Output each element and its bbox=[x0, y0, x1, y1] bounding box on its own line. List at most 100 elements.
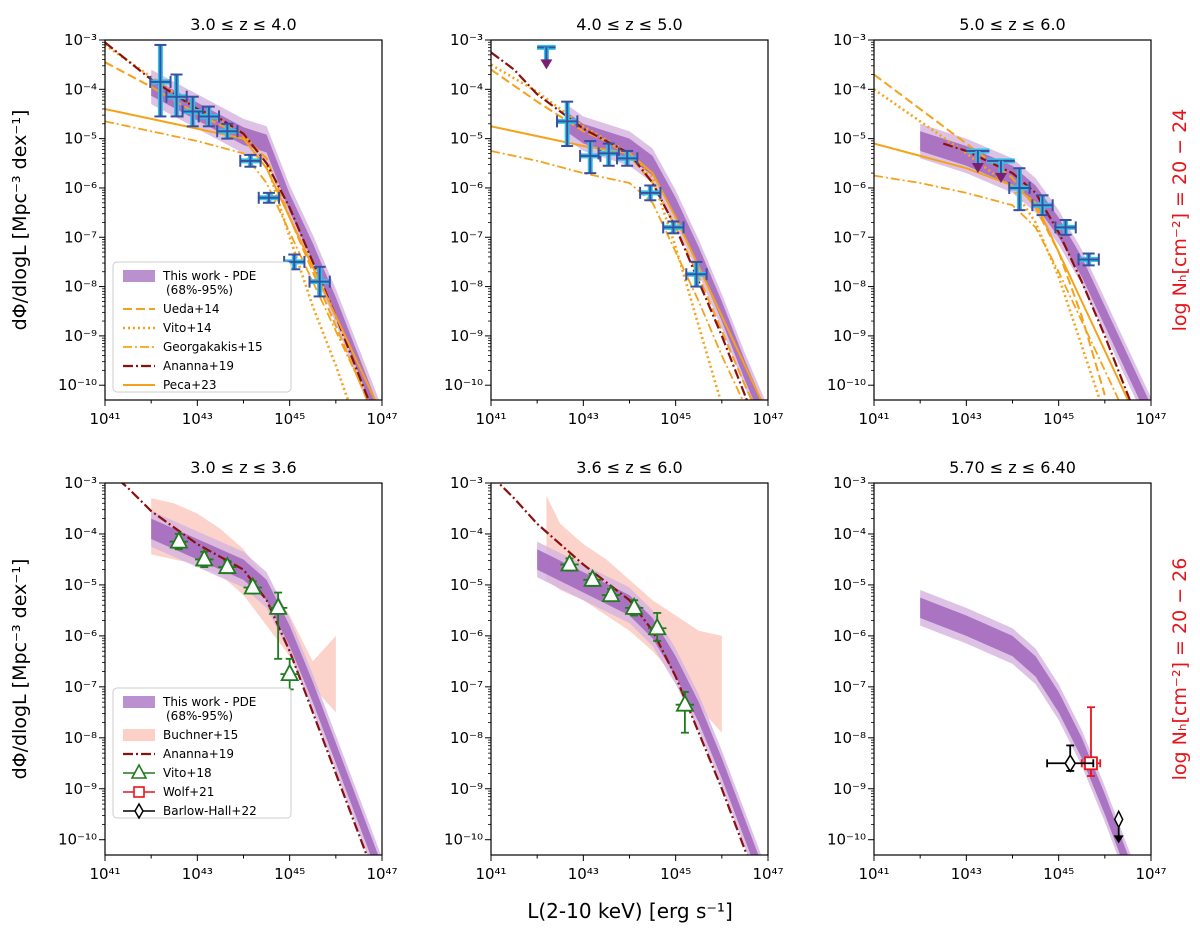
legend-label: Ananna+19 bbox=[163, 747, 234, 761]
y-axis-label: dΦ/dlogL [Mpc⁻³ dex⁻¹] bbox=[9, 110, 31, 331]
y-tick-label: 10⁻⁸ bbox=[833, 278, 866, 296]
x-tick-label: 10⁴¹ bbox=[89, 865, 120, 883]
y-tick-label: 10⁻⁷ bbox=[833, 228, 866, 246]
y-tick-label: 10⁻⁵ bbox=[450, 576, 483, 594]
series-ananna-19 bbox=[497, 483, 749, 855]
y-tick-label: 10⁻⁵ bbox=[64, 576, 97, 594]
y-tick-label: 10⁻⁵ bbox=[450, 130, 483, 148]
vito18-point bbox=[583, 568, 603, 587]
y-tick-label: 10⁻⁴ bbox=[64, 525, 97, 543]
vito18-point bbox=[194, 548, 214, 567]
panel-title: 5.70 ≤ z ≤ 6.40 bbox=[949, 458, 1076, 477]
legend-label: Buchner+15 bbox=[163, 728, 238, 742]
legend-label: Ananna+19 bbox=[163, 359, 234, 373]
panel-title: 5.0 ≤ z ≤ 6.0 bbox=[959, 15, 1065, 34]
legend-box bbox=[112, 261, 292, 393]
vito18-point bbox=[647, 617, 667, 636]
vito18-point bbox=[559, 553, 579, 572]
y-axis-label: dΦ/dlogL [Mpc⁻³ dex⁻¹] bbox=[9, 559, 31, 780]
legend-swatch bbox=[123, 696, 155, 708]
pde-band-68 bbox=[151, 77, 376, 400]
x-tick-label: 10⁴³ bbox=[182, 410, 213, 428]
legend-marker bbox=[134, 802, 144, 820]
pde-band-68 bbox=[537, 549, 759, 855]
x-tick-label: 10⁴¹ bbox=[858, 865, 889, 883]
y-tick-label: 10⁻³ bbox=[833, 31, 866, 49]
legend-box bbox=[112, 687, 292, 819]
y-tick-label: 10⁻⁴ bbox=[450, 525, 483, 543]
y-tick-label: 10⁻³ bbox=[64, 31, 97, 49]
y-tick-label: 10⁻⁷ bbox=[64, 228, 97, 246]
panel-3: 10⁴¹ 10⁴³ 10⁴⁵ 10⁴⁷ 10⁻¹⁰ 10⁻⁹ 10⁻⁸ 10⁻⁷ 10⁻⁶ 10⁻… bbox=[827, 15, 1167, 428]
legend-label: Vito+14 bbox=[163, 321, 212, 335]
legend-label: (68%-95%) bbox=[166, 709, 233, 723]
series-peca-23 bbox=[874, 142, 1130, 400]
panel-2: 10⁴¹ 10⁴³ 10⁴⁵ 10⁴⁷ 10⁻¹⁰ 10⁻⁹ 10⁻⁸ 10⁻⁷ 10⁻⁶ 10⁻… bbox=[444, 15, 784, 428]
y-tick-label: 10⁻⁸ bbox=[450, 278, 483, 296]
y-tick-label: 10⁻⁵ bbox=[833, 130, 866, 148]
x-tick-label: 10⁴³ bbox=[951, 865, 982, 883]
y-tick-label: 10⁻⁶ bbox=[833, 179, 866, 197]
x-tick-label: 10⁴⁵ bbox=[1043, 410, 1074, 428]
x-tick-label: 10⁴⁷ bbox=[1135, 865, 1166, 883]
y-tick-label: 10⁻⁹ bbox=[64, 327, 97, 345]
x-tick-label: 10⁴¹ bbox=[89, 410, 120, 428]
y-tick-label: 10⁻⁶ bbox=[64, 179, 97, 197]
pde-band-68 bbox=[151, 518, 379, 855]
x-tick-label: 10⁴⁷ bbox=[366, 865, 397, 883]
legend-label: This work - PDE bbox=[162, 269, 256, 283]
legend: This work - PDE(68%-95%) Ueda+14 Vito+14 Ge… bbox=[112, 261, 292, 393]
x-axis-label: L(2-10 keV) [erg s⁻¹] bbox=[527, 899, 733, 923]
series-ananna-19 bbox=[120, 483, 368, 855]
x-tick-label: 10⁴¹ bbox=[858, 410, 889, 428]
y-tick-label: 10⁻⁹ bbox=[450, 780, 483, 798]
vito18-point bbox=[268, 596, 288, 615]
vito18-point bbox=[169, 530, 189, 549]
y-tick-label: 10⁻⁸ bbox=[64, 729, 97, 747]
pde-band-95 bbox=[537, 541, 762, 855]
series-ueda-14 bbox=[491, 68, 753, 400]
y-tick-label: 10⁻⁹ bbox=[833, 780, 866, 798]
legend-swatch bbox=[123, 270, 155, 282]
plot-area bbox=[491, 44, 765, 400]
y-tick-label: 10⁻⁴ bbox=[833, 80, 866, 98]
upper-limit-arrow bbox=[1113, 835, 1124, 844]
y-tick-label: 10⁻⁶ bbox=[64, 627, 97, 645]
upper-limit-diamond bbox=[1113, 809, 1124, 830]
y-tick-label: 10⁻³ bbox=[64, 474, 97, 492]
barlow-hall22-point bbox=[1064, 753, 1077, 773]
series-georgakakis-15 bbox=[874, 174, 1120, 400]
legend-label: Vito+18 bbox=[163, 766, 212, 780]
y-tick-label: 10⁻¹⁰ bbox=[444, 376, 483, 394]
x-tick-label: 10⁴⁵ bbox=[1043, 865, 1074, 883]
x-tick-label: 10⁴⁵ bbox=[274, 410, 305, 428]
legend-label: Georgakakis+15 bbox=[163, 340, 263, 354]
series-ueda-14 bbox=[874, 73, 1106, 396]
y-tick-label: 10⁻⁹ bbox=[833, 327, 866, 345]
upper-limit-arrow bbox=[540, 59, 553, 70]
series-ananna-19 bbox=[491, 51, 749, 400]
upper-limit-arrow bbox=[971, 162, 984, 173]
vito18-point bbox=[601, 584, 621, 603]
legend-swatch bbox=[123, 729, 155, 741]
x-tick-label: 10⁴³ bbox=[568, 865, 599, 883]
panel-6: 10⁴¹ 10⁴³ 10⁴⁵ 10⁴⁷ 10⁻¹⁰ 10⁻⁹ 10⁻⁸ 10⁻⁷ 10⁻⁶ 10⁻… bbox=[827, 458, 1167, 883]
upper-limit-arrow bbox=[994, 172, 1007, 183]
y-tick-label: 10⁻⁸ bbox=[450, 729, 483, 747]
vito18-point bbox=[280, 663, 300, 681]
y-tick-label: 10⁻¹⁰ bbox=[444, 831, 483, 849]
vito18-point bbox=[217, 556, 237, 574]
series-ananna-19 bbox=[942, 142, 1132, 400]
y-tick-label: 10⁻⁸ bbox=[833, 729, 866, 747]
y-tick-label: 10⁻⁸ bbox=[64, 278, 97, 296]
x-tick-label: 10⁴⁷ bbox=[752, 865, 783, 883]
plot-area bbox=[497, 483, 762, 855]
series-vito-14 bbox=[491, 63, 722, 400]
y-tick-label: 10⁻⁵ bbox=[833, 576, 866, 594]
panel-title: 3.6 ≤ z ≤ 6.0 bbox=[576, 458, 682, 477]
plot-area bbox=[105, 41, 380, 400]
y-tick-label: 10⁻³ bbox=[450, 474, 483, 492]
y-tick-label: 10⁻⁴ bbox=[64, 80, 97, 98]
x-tick-label: 10⁴¹ bbox=[475, 865, 506, 883]
